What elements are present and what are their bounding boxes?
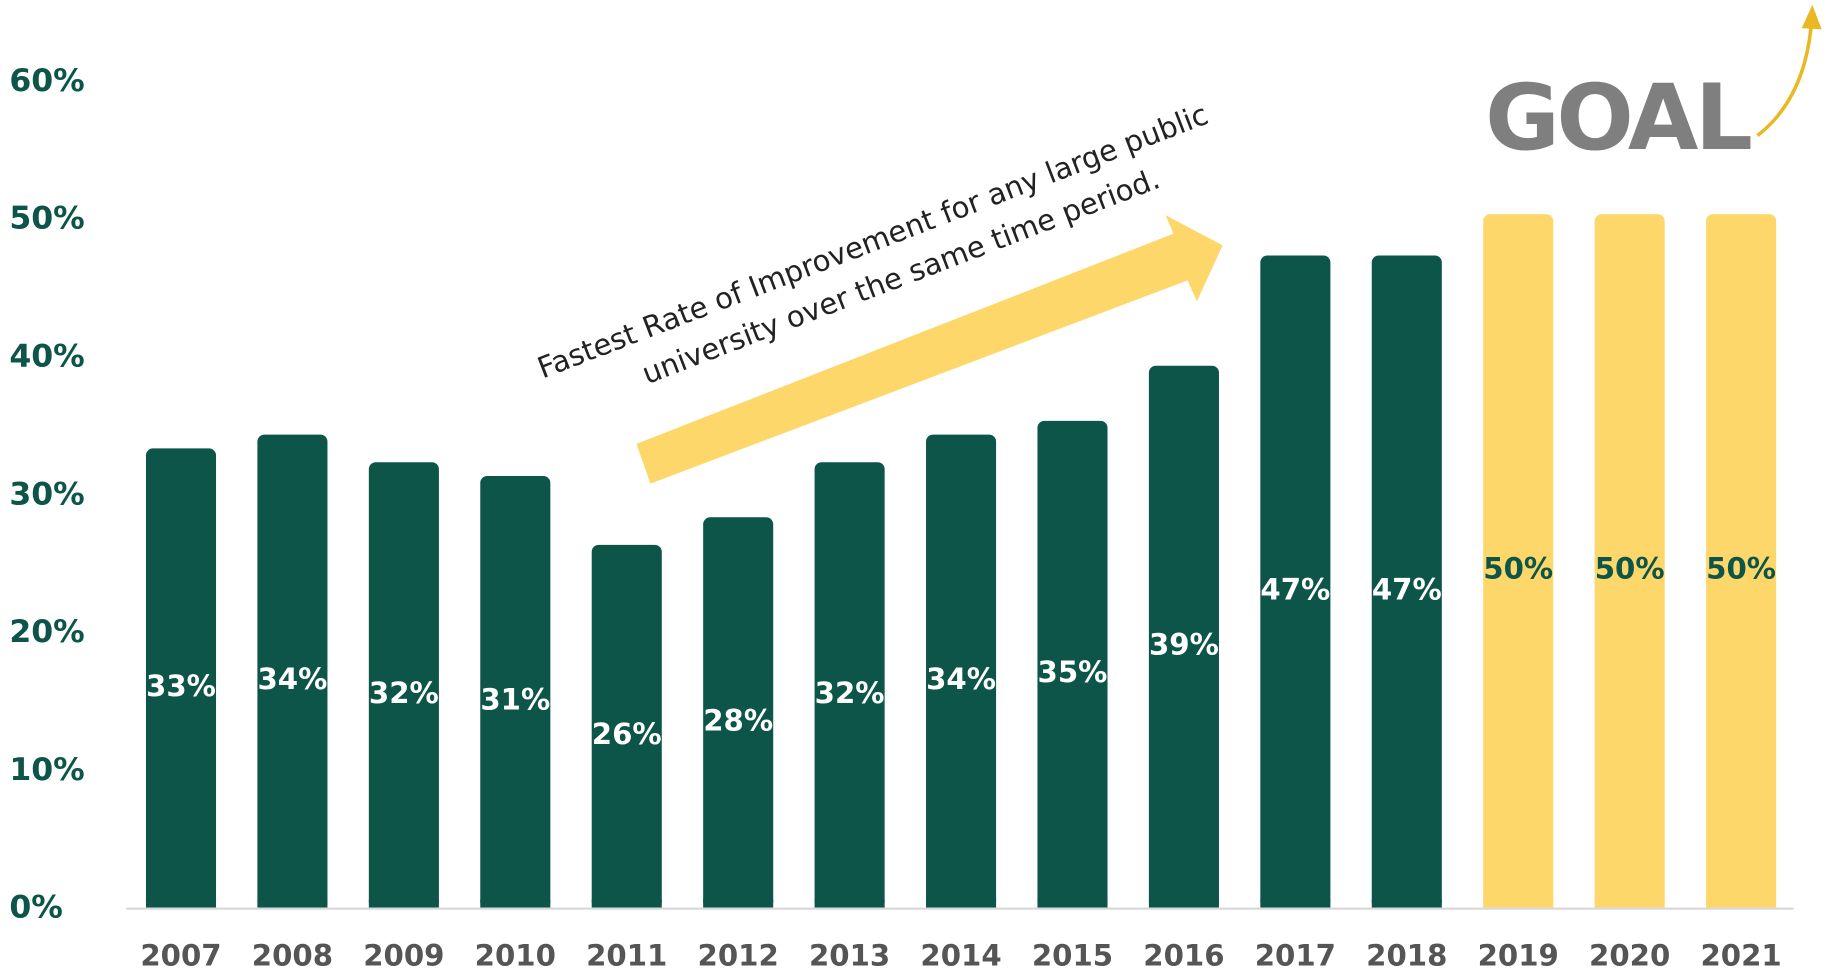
value-label: 31% — [480, 683, 550, 717]
x-tick-label: 2010 — [475, 939, 556, 973]
x-tick-label: 2011 — [586, 939, 667, 973]
bar-foot — [1260, 899, 1331, 909]
bar — [814, 462, 885, 909]
bar-foot — [1148, 899, 1219, 909]
goal-arrow — [1756, 25, 1813, 137]
bar — [145, 448, 217, 909]
value-label: 34% — [926, 662, 996, 696]
x-tick-label: 2018 — [1366, 939, 1447, 973]
x-tick-label: 2017 — [1255, 939, 1336, 973]
value-label: 47% — [1260, 572, 1330, 606]
bar — [1260, 255, 1331, 909]
value-label: 47% — [1372, 572, 1442, 606]
y-tick-label: 10% — [9, 752, 84, 788]
bar — [1371, 255, 1442, 909]
bar-foot — [145, 899, 217, 909]
bar-foot — [1594, 899, 1665, 909]
bar-foot — [814, 899, 885, 909]
bar — [1037, 420, 1108, 909]
value-label: 50% — [1595, 552, 1665, 586]
y-tick-label: 40% — [9, 338, 84, 374]
x-tick-label: 2012 — [698, 939, 779, 973]
bar-foot — [1483, 899, 1554, 909]
bar — [591, 544, 662, 909]
goal-arrowhead — [1801, 4, 1822, 30]
bar-foot — [591, 899, 662, 909]
y-tick-label: 50% — [9, 201, 84, 237]
x-tick-label: 2021 — [1700, 939, 1781, 973]
value-label: 28% — [703, 703, 773, 737]
bar-foot — [1371, 899, 1442, 909]
bar — [1483, 214, 1554, 909]
bar — [1148, 365, 1219, 909]
bar-foot — [703, 899, 774, 909]
x-tick-label: 2016 — [1143, 939, 1224, 973]
bar — [257, 434, 328, 909]
y-tick-label: 30% — [9, 476, 84, 512]
x-tick-label: 2007 — [140, 939, 221, 973]
value-label: 50% — [1483, 552, 1553, 586]
bar-foot — [1706, 899, 1777, 909]
value-label: 32% — [369, 676, 439, 710]
x-tick-label: 2008 — [252, 939, 333, 973]
bar-foot — [480, 899, 551, 909]
value-label: 35% — [1038, 655, 1108, 689]
value-label: 39% — [1149, 628, 1219, 662]
bar — [480, 475, 551, 909]
value-label: 33% — [146, 669, 216, 703]
value-label: 26% — [592, 717, 662, 751]
bar — [1706, 214, 1777, 909]
trend-arrow — [636, 215, 1223, 484]
value-label: 50% — [1706, 552, 1776, 586]
bar — [1594, 214, 1665, 909]
x-tick-label: 2013 — [809, 939, 890, 973]
value-label: 34% — [257, 662, 327, 696]
y-tick-label: 0% — [9, 890, 63, 926]
x-tick-label: 2009 — [363, 939, 444, 973]
x-tick-label: 2015 — [1032, 939, 1113, 973]
bar-foot — [257, 899, 328, 909]
bar — [368, 462, 439, 909]
bar-foot — [926, 899, 997, 909]
x-tick-label: 2014 — [920, 939, 1001, 973]
bar-foot — [1037, 899, 1108, 909]
bar — [703, 517, 774, 909]
goal-label: GOAL — [1485, 65, 1751, 171]
bar — [926, 434, 997, 909]
value-label: 32% — [815, 676, 885, 710]
x-tick-label: 2020 — [1589, 939, 1670, 973]
bar-foot — [368, 899, 439, 909]
y-tick-label: 60% — [9, 63, 84, 99]
annotation: Fastest Rate of Improvement for any larg… — [533, 97, 1213, 385]
y-tick-label: 20% — [9, 614, 84, 650]
x-tick-label: 2019 — [1478, 939, 1559, 973]
